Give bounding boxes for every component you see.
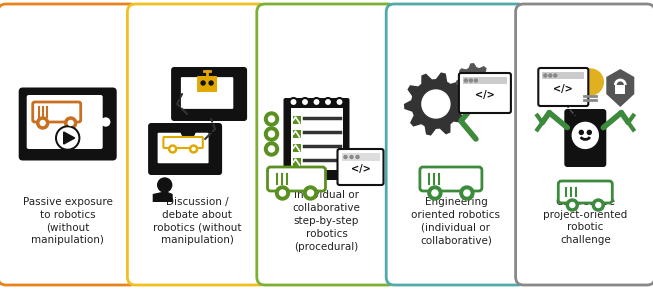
FancyBboxPatch shape [420, 167, 482, 191]
Circle shape [189, 145, 198, 153]
FancyBboxPatch shape [558, 181, 613, 203]
FancyBboxPatch shape [516, 4, 653, 285]
Circle shape [268, 131, 274, 137]
Circle shape [276, 186, 289, 200]
FancyBboxPatch shape [127, 4, 267, 285]
FancyBboxPatch shape [283, 98, 349, 180]
Bar [293, 158, 300, 166]
FancyBboxPatch shape [171, 67, 247, 121]
Polygon shape [153, 192, 172, 202]
Circle shape [344, 155, 347, 158]
Circle shape [428, 186, 442, 200]
Circle shape [192, 147, 195, 151]
Circle shape [264, 112, 278, 126]
Circle shape [56, 126, 80, 150]
Circle shape [301, 98, 309, 106]
Circle shape [549, 74, 552, 77]
Circle shape [57, 128, 78, 148]
Circle shape [168, 145, 176, 153]
Bar [293, 116, 300, 124]
Circle shape [544, 74, 547, 77]
FancyBboxPatch shape [197, 76, 217, 92]
Circle shape [68, 121, 73, 125]
Text: </>: </> [351, 164, 370, 174]
Circle shape [324, 98, 332, 106]
FancyBboxPatch shape [538, 68, 588, 106]
FancyBboxPatch shape [163, 137, 203, 148]
FancyBboxPatch shape [27, 95, 103, 149]
Text: Individual or
collaborative
step-by-step
robotics
(procedural): Individual or collaborative step-by-step… [293, 190, 360, 252]
FancyBboxPatch shape [19, 88, 117, 160]
FancyBboxPatch shape [33, 102, 81, 122]
Circle shape [304, 186, 317, 200]
Text: </>: </> [475, 90, 495, 100]
Polygon shape [404, 72, 468, 136]
Polygon shape [64, 132, 74, 144]
Circle shape [40, 121, 45, 125]
Text: Co-creative
project-oriented
robotic
challenge: Co-creative project-oriented robotic cha… [543, 197, 628, 245]
FancyBboxPatch shape [181, 77, 233, 109]
Circle shape [460, 186, 474, 200]
Circle shape [268, 116, 274, 122]
Circle shape [592, 199, 604, 211]
Circle shape [279, 190, 285, 196]
Text: Engineering
oriented robotics
(individual or
collaborative): Engineering oriented robotics (individua… [411, 197, 500, 245]
Circle shape [336, 98, 343, 106]
FancyBboxPatch shape [157, 133, 208, 163]
Circle shape [577, 69, 603, 95]
Circle shape [464, 190, 470, 196]
Polygon shape [606, 69, 634, 107]
Circle shape [466, 73, 482, 89]
Circle shape [201, 81, 205, 85]
Text: Discussion /
debate about
robotics (without
manipulation): Discussion / debate about robotics (with… [153, 197, 242, 245]
Circle shape [209, 81, 213, 85]
Polygon shape [456, 63, 492, 99]
Circle shape [587, 130, 592, 134]
Circle shape [313, 98, 321, 106]
Circle shape [181, 124, 195, 138]
Circle shape [158, 178, 172, 192]
Polygon shape [176, 138, 196, 148]
Circle shape [264, 127, 278, 141]
Circle shape [470, 79, 472, 82]
Circle shape [554, 74, 557, 77]
Circle shape [308, 190, 313, 196]
Circle shape [65, 117, 76, 129]
Circle shape [350, 155, 353, 158]
FancyBboxPatch shape [148, 123, 222, 175]
Circle shape [432, 190, 438, 196]
Circle shape [570, 203, 575, 208]
Circle shape [596, 203, 601, 208]
Circle shape [289, 98, 298, 106]
Bar [293, 130, 300, 138]
FancyBboxPatch shape [0, 4, 137, 285]
Circle shape [268, 146, 274, 152]
Bar [615, 85, 626, 94]
Circle shape [37, 117, 49, 129]
Circle shape [572, 123, 598, 148]
Circle shape [102, 118, 110, 126]
FancyBboxPatch shape [257, 4, 396, 285]
FancyBboxPatch shape [268, 167, 325, 191]
Circle shape [474, 79, 477, 82]
FancyBboxPatch shape [338, 149, 383, 185]
Text: Passive exposure
to robotics
(without
manipulation): Passive exposure to robotics (without ma… [23, 197, 112, 245]
FancyBboxPatch shape [386, 4, 526, 285]
Circle shape [356, 155, 359, 158]
Circle shape [579, 130, 583, 134]
FancyBboxPatch shape [459, 73, 511, 113]
Bar [291, 108, 343, 170]
Circle shape [464, 79, 468, 82]
FancyBboxPatch shape [564, 109, 606, 167]
Bar [542, 72, 584, 79]
Circle shape [566, 199, 579, 211]
Bar [342, 153, 379, 161]
Bar [293, 144, 300, 152]
Circle shape [264, 142, 278, 156]
Text: </>: </> [554, 84, 573, 94]
Bar [463, 77, 507, 84]
Circle shape [422, 90, 450, 118]
Circle shape [171, 147, 174, 151]
